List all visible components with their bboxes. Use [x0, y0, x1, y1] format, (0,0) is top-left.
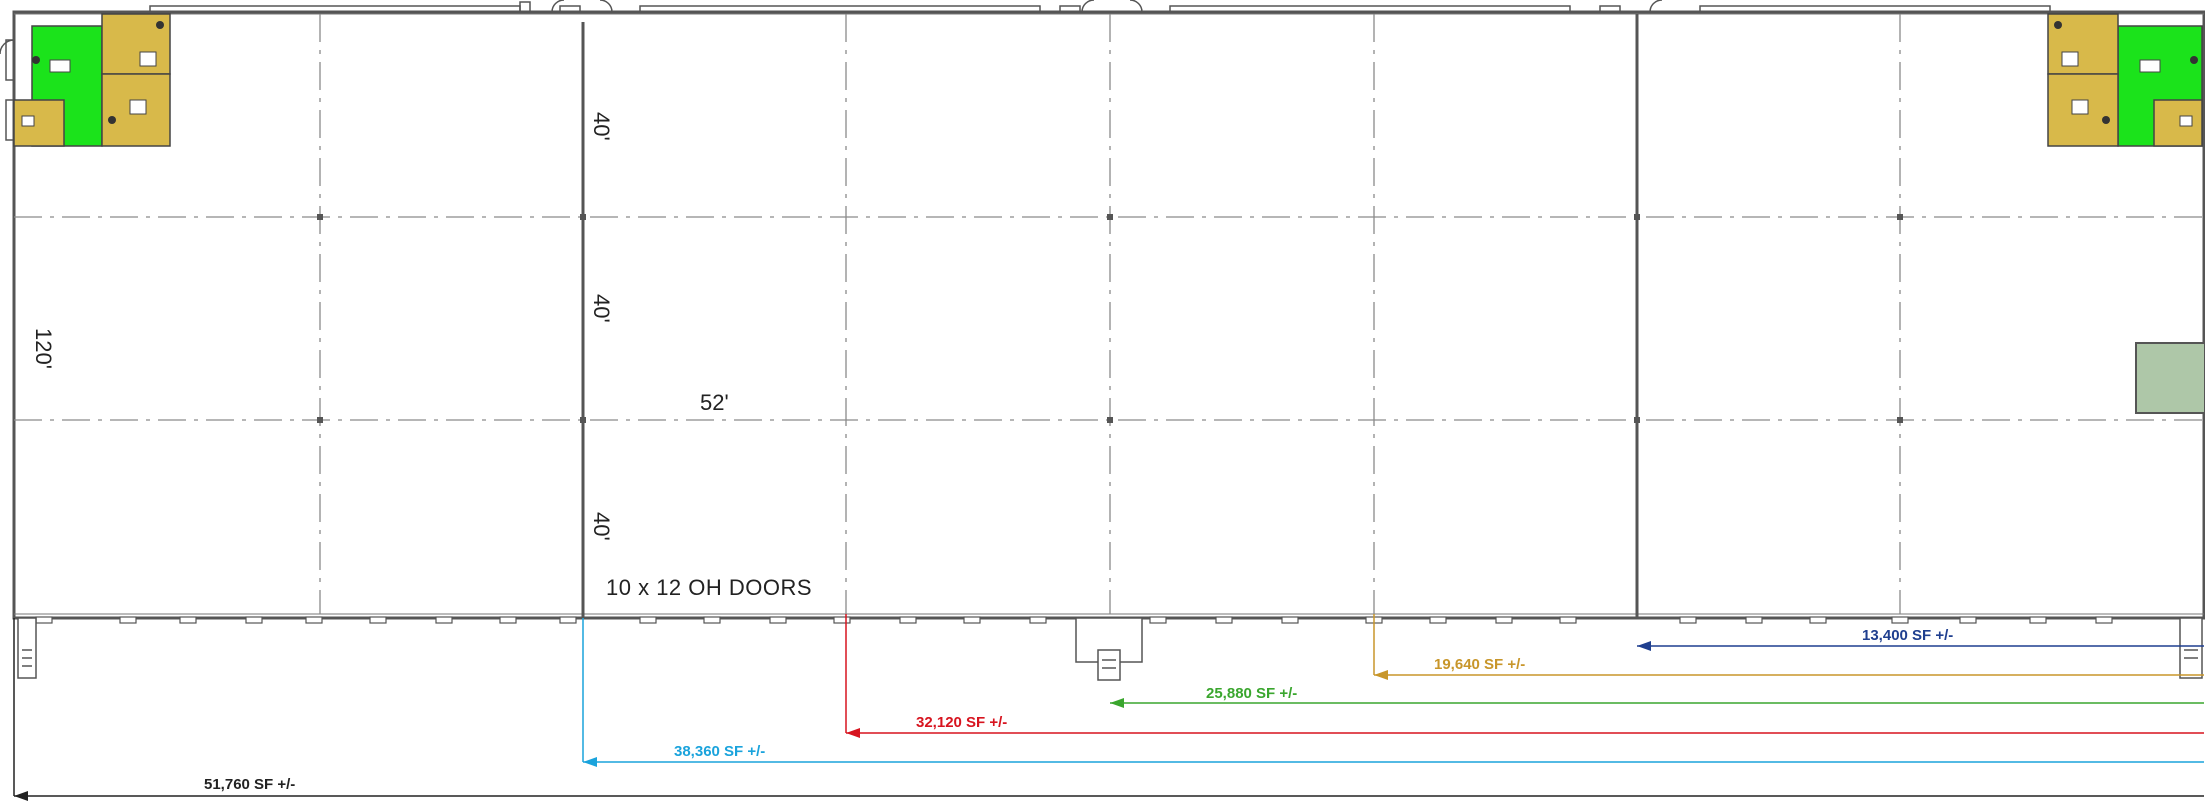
building-outline: [12, 10, 2205, 620]
sf-19640-label: 19,640 SF +/-: [1434, 656, 1525, 673]
demising-walls: [581, 14, 1639, 618]
sf-25880-label: 25,880 SF +/-: [1206, 685, 1297, 702]
dim-52-width: 52': [700, 390, 729, 415]
sf-51760-label: 51,760 SF +/-: [204, 776, 295, 793]
doors-note: 10 x 12 OH DOORS: [606, 575, 812, 600]
entrance-vestibules: [17, 617, 2203, 681]
left-side-details: [0, 39, 2204, 141]
dim-40-bottom: 40': [589, 512, 614, 541]
electrical-room: [2135, 342, 2205, 414]
sf-13400-arrow: [1637, 641, 1651, 651]
sf-38360-label: 38,360 SF +/-: [674, 743, 765, 760]
office-suite-left: [13, 13, 171, 147]
office-suite-right: [2047, 13, 2203, 147]
dim-40-mid: 40': [589, 294, 614, 323]
sf-32120-arrow: [846, 728, 860, 738]
sf-19640-arrow: [1374, 670, 1388, 680]
dim-120-depth: 120': [31, 328, 56, 369]
column-grid: [14, 14, 2204, 614]
sf-38360-arrow: [583, 757, 597, 767]
sf-51760-arrow: [14, 791, 28, 801]
overhead-doors: [35, 616, 2113, 624]
dimension-labels: 40' 40' 40' 120' 52': [31, 112, 729, 541]
sf-leaders: 13,400 SF +/- 19,640 SF +/- 25,880 SF +/…: [13, 614, 2204, 801]
sf-13400-label: 13,400 SF +/-: [1862, 627, 1953, 644]
top-wall-details: [149, 0, 2051, 13]
sf-32120-label: 32,120 SF +/-: [916, 714, 1007, 731]
dim-40-top: 40': [589, 112, 614, 141]
sf-25880-arrow: [1110, 698, 1124, 708]
